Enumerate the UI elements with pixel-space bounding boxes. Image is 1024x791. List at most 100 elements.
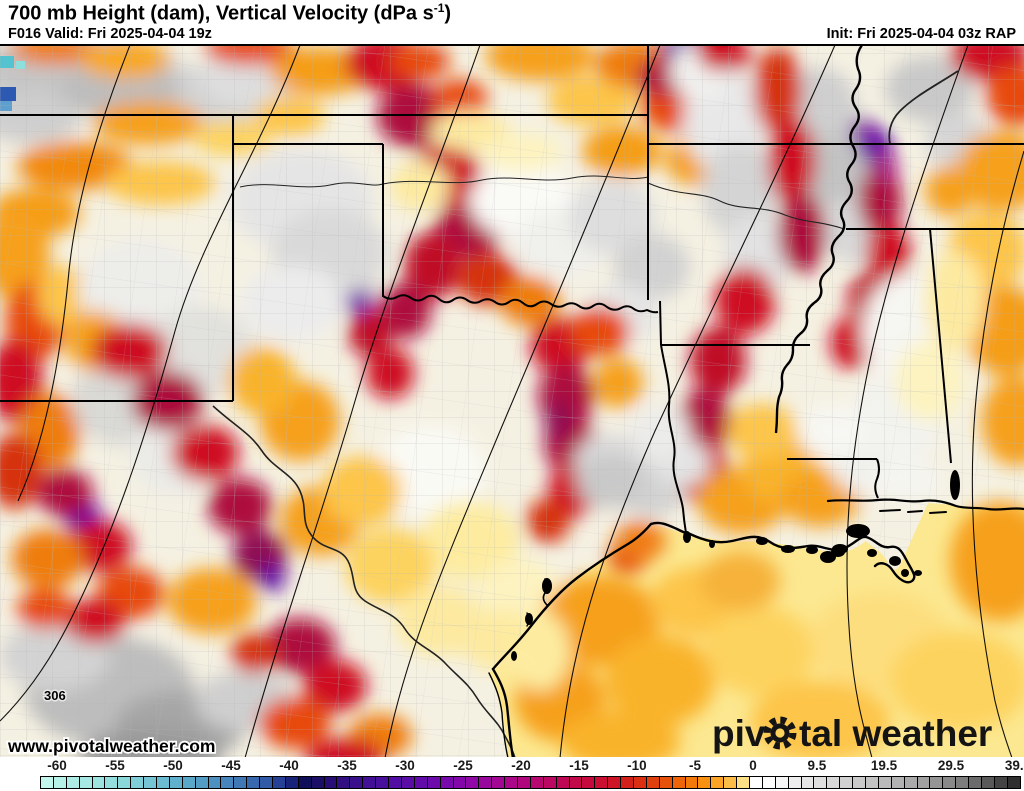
colorbar-segment (337, 777, 351, 788)
colorbar-segment (737, 777, 750, 788)
colorbar-segment (801, 777, 815, 788)
colorbar-tick: -20 (511, 758, 531, 773)
colorbar-segment (285, 777, 299, 788)
colorbar-tick: 19.5 (870, 758, 898, 773)
colorbar-tick: 39.5 (1004, 758, 1024, 773)
weather-map-figure: 306 www.pivotalweather.com piv tal weather (0, 44, 1024, 758)
colorbar-segment (788, 777, 802, 788)
colorbar-segment (646, 777, 660, 788)
colorbar-segment (41, 777, 54, 788)
colorbar-segment (169, 777, 183, 788)
colorbar-segment (131, 777, 145, 788)
forecast-valid-label: F016 Valid: Fri 2025-04-04 19z (8, 26, 212, 42)
colorbar-segment (956, 777, 970, 788)
colorbar-segment (414, 777, 428, 788)
colorbar-segment (144, 777, 158, 788)
colorbar-tick: -15 (569, 758, 589, 773)
colorbar-segment (53, 777, 67, 788)
title-superscript: -1 (433, 1, 445, 15)
colorbar-segment (182, 777, 196, 788)
page-title: 700 mb Height (dam), Vertical Velocity (… (8, 1, 451, 26)
watermark-url: www.pivotalweather.com (7, 736, 215, 756)
state-borders (0, 45, 1024, 534)
colorbar-segment (479, 777, 493, 788)
colorbar-segment (621, 777, 634, 788)
map-header: 700 mb Height (dam), Vertical Velocity (… (0, 0, 1024, 44)
colorbar-tick: -5 (688, 758, 702, 773)
colorbar-tick: -25 (453, 758, 473, 773)
colorbar-segment (530, 777, 544, 788)
colorbar-tick: -45 (221, 758, 241, 773)
colorbar-tick: -50 (163, 758, 183, 773)
height-contours (0, 45, 1024, 758)
colorbar-tick: -10 (627, 758, 647, 773)
colorbar-tick: -35 (337, 758, 357, 773)
title-close: ) (444, 2, 452, 25)
colorbar-tick: -30 (395, 758, 415, 773)
colorbar-segment (221, 777, 235, 788)
colorbar-segment (569, 777, 583, 788)
colorbar-segment (234, 777, 248, 788)
title-text: 700 mb Height (dam), Vertical Velocity (… (8, 2, 434, 25)
colorbar-segment (724, 777, 738, 788)
colorbar-segment (517, 777, 531, 788)
colorbar-segment (814, 777, 828, 788)
colorbar-segment (930, 777, 944, 788)
colorbar-scale (40, 776, 1021, 789)
colorbar-tick: -60 (47, 758, 67, 773)
colorbar-segment (878, 777, 892, 788)
colorbar-tick: 9.5 (807, 758, 827, 773)
colorbar-tick: 29.5 (937, 758, 965, 773)
colorbar-segment (672, 777, 686, 788)
colorbar-segment (440, 777, 454, 788)
colorbar-tick: -55 (105, 758, 125, 773)
colorbar-segment (775, 777, 789, 788)
colorbar-segment (247, 777, 261, 788)
brand-logo: piv tal weather (712, 713, 992, 754)
colorbar-segment (595, 777, 609, 788)
colorbar-segment (582, 777, 596, 788)
colorbar-segment (698, 777, 712, 788)
colorbar-segment (982, 777, 995, 788)
colorbar-segment (466, 777, 480, 788)
colorbar-segment (492, 777, 506, 788)
colorbar-segment (298, 777, 312, 788)
colorbar-segment (260, 777, 274, 788)
colorbar-segment (904, 777, 918, 788)
colorbar-segment (1007, 777, 1020, 788)
colorbar-segment (685, 777, 699, 788)
colorbar-segment (866, 777, 879, 788)
colorbar-segment (118, 777, 132, 788)
contour-label-306: 306 (44, 688, 66, 703)
coastline (488, 498, 1024, 758)
colorbar-tick: -40 (279, 758, 299, 773)
colorbar-segment (79, 777, 93, 788)
colorbar-segment (453, 777, 467, 788)
colorbar-segment (659, 777, 673, 788)
colorbar-segment (324, 777, 338, 788)
colorbar-segment (401, 777, 415, 788)
colorbar-segment (749, 777, 763, 788)
colorbar-segment (363, 777, 377, 788)
colorbar-segment (827, 777, 841, 788)
colorbar-segment (711, 777, 725, 788)
colorbar-segment (350, 777, 364, 788)
colorbar-segment (92, 777, 106, 788)
colorbar-segment (994, 777, 1008, 788)
gear-icon (763, 716, 797, 750)
colorbar-segment (917, 777, 931, 788)
colorbar-tick-labels: -60 -55 -50 -45 -40 -35 -30 -25 -20 -15 -10 -5 0 9.5 1… (0, 758, 1024, 775)
colorbar-segment (105, 777, 119, 788)
colorbar-segment (505, 777, 518, 788)
rivers (212, 70, 959, 758)
model-init-label: Init: Fri 2025-04-04 03z RAP (826, 26, 1016, 42)
colorbar-segment (969, 777, 983, 788)
colorbar-segment (543, 777, 557, 788)
colorbar-tick: 0 (749, 758, 757, 773)
colorbar-segment (762, 777, 776, 788)
colorbar-segment (840, 777, 854, 788)
coastal-marsh (511, 470, 960, 661)
colorbar-segment (208, 777, 222, 788)
colorbar-segment (376, 777, 390, 788)
